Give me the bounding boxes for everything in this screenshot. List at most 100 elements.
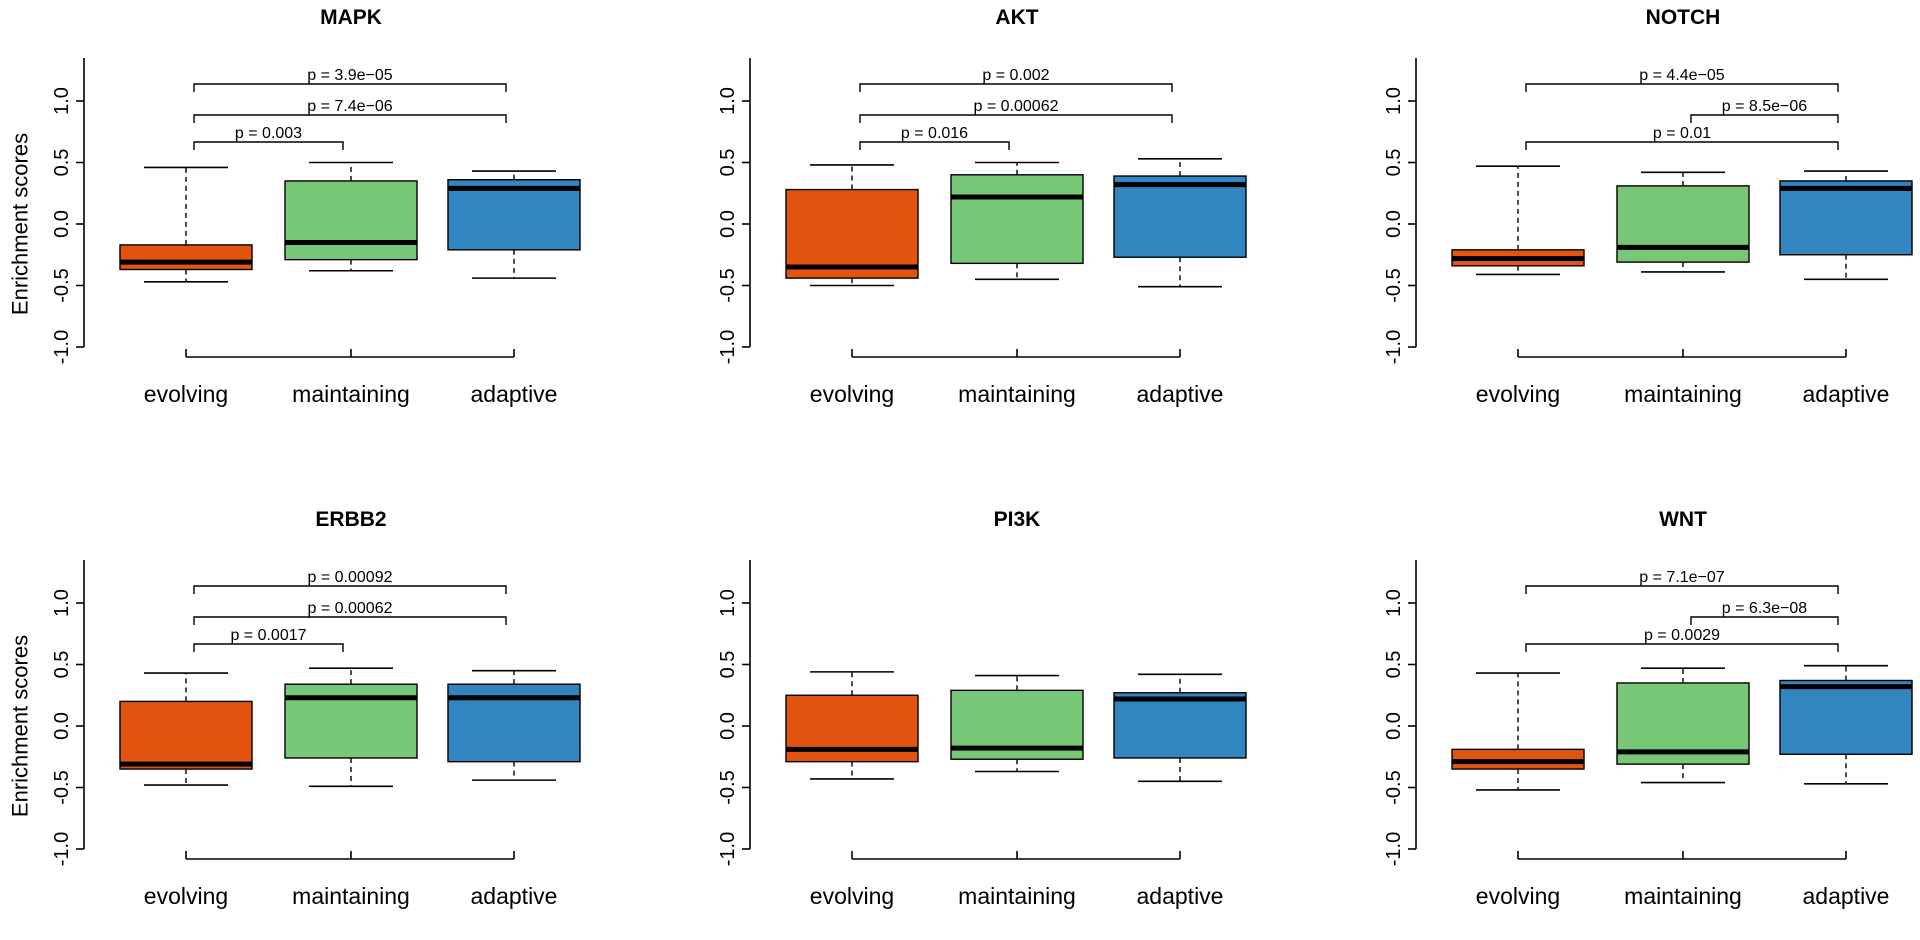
x-tick-label: evolving <box>1476 883 1560 909</box>
y-tick-label: 1.0 <box>51 87 73 115</box>
y-tick-label: -1.0 <box>1383 832 1405 866</box>
significance-bracket: p = 8.5e−06 <box>1690 98 1839 123</box>
box-evolving <box>119 672 253 786</box>
p-value-label: p = 0.00062 <box>308 600 393 617</box>
bracket-line <box>1525 585 1839 594</box>
chart-panel-mapk: MAPK -1.0 -0.5 0.0 0.5 1.0 Enrichment scores ev… <box>8 6 581 407</box>
x-tick-label: adaptive <box>1803 381 1890 407</box>
x-tick-label: maintaining <box>958 883 1076 909</box>
p-value-label: p = 0.016 <box>901 125 968 142</box>
box-adaptive <box>1779 664 1913 785</box>
x-tick-label: adaptive <box>1803 883 1890 909</box>
bracket-line <box>1525 83 1839 92</box>
x-tick-label: adaptive <box>1137 381 1224 407</box>
bracket-line <box>193 616 507 625</box>
bracket-line <box>1525 643 1839 652</box>
box-maintaining <box>284 667 418 788</box>
y-tick-label: 0.5 <box>51 651 73 679</box>
significance-bracket: p = 4.4e−05 <box>1525 67 1839 92</box>
x-tick-label: evolving <box>810 381 894 407</box>
p-value-label: p = 8.5e−06 <box>1722 98 1808 115</box>
y-tick-label: -0.5 <box>1383 770 1405 804</box>
p-value-label: p = 0.00092 <box>308 569 393 586</box>
significance-bracket: p = 0.0029 <box>1525 627 1839 652</box>
p-value-label: p = 7.1e−07 <box>1639 569 1725 586</box>
x-tick-label: adaptive <box>471 381 558 407</box>
y-axis-label: Enrichment scores <box>8 133 33 315</box>
bracket-line <box>859 114 1173 123</box>
significance-bracket: p = 0.00062 <box>193 600 507 625</box>
box-iqr <box>950 174 1084 265</box>
y-tick-label: 1.0 <box>1383 589 1405 617</box>
x-tick-label: evolving <box>810 883 894 909</box>
p-value-label: p = 0.00062 <box>974 98 1059 115</box>
p-value-label: p = 0.01 <box>1653 125 1711 142</box>
significance-bracket: p = 0.0017 <box>193 627 344 652</box>
y-tick-label: 0.0 <box>51 712 73 740</box>
y-tick-label: -1.0 <box>717 832 739 866</box>
box-adaptive <box>447 669 581 781</box>
panel-title: NOTCH <box>1646 6 1721 29</box>
box-adaptive <box>1113 158 1247 288</box>
panel-title: WNT <box>1659 508 1707 531</box>
x-tick-label: evolving <box>144 381 228 407</box>
box-maintaining <box>284 161 418 272</box>
significance-bracket: p = 3.9e−05 <box>193 67 507 92</box>
box-maintaining <box>950 674 1084 773</box>
bracket-line <box>859 83 1173 92</box>
y-tick-label: 1.0 <box>717 589 739 617</box>
y-tick-label: -0.5 <box>717 268 739 302</box>
box-evolving <box>785 164 919 287</box>
p-value-label: p = 0.0029 <box>1644 627 1720 644</box>
x-tick-label: maintaining <box>958 381 1076 407</box>
y-tick-label: 0.0 <box>717 210 739 238</box>
y-tick-label: 0.5 <box>717 149 739 177</box>
y-tick-label: -1.0 <box>717 330 739 364</box>
box-iqr <box>1779 180 1913 256</box>
bracket-line <box>1690 616 1839 625</box>
bracket-line <box>193 643 344 652</box>
box-iqr <box>1113 692 1247 759</box>
box-maintaining <box>950 161 1084 281</box>
y-tick-label: 0.0 <box>51 210 73 238</box>
p-value-label: p = 7.4e−06 <box>307 98 393 115</box>
p-value-label: p = 3.9e−05 <box>307 67 393 84</box>
y-tick-label: 0.5 <box>1383 651 1405 679</box>
y-tick-label: 1.0 <box>51 589 73 617</box>
y-tick-label: -0.5 <box>717 770 739 804</box>
box-iqr <box>447 179 581 251</box>
y-tick-label: 0.0 <box>717 712 739 740</box>
box-evolving <box>1451 672 1585 791</box>
box-evolving <box>119 166 253 283</box>
box-adaptive <box>1113 673 1247 783</box>
chart-panel-pi3k: PI3K -1.0 -0.5 0.0 0.5 1.0 evolving maintaining… <box>717 508 1247 909</box>
y-tick-label: -0.5 <box>51 770 73 804</box>
box-iqr <box>785 188 919 279</box>
panel-title: AKT <box>995 6 1038 29</box>
chart-panel-wnt: WNT -1.0 -0.5 0.0 0.5 1.0 evolving maintaining a… <box>1383 508 1913 909</box>
y-tick-label: 1.0 <box>717 87 739 115</box>
p-value-label: p = 0.0017 <box>230 627 306 644</box>
panel-title: MAPK <box>320 6 382 29</box>
significance-bracket: p = 0.003 <box>193 125 344 150</box>
x-tick-label: adaptive <box>1137 883 1224 909</box>
p-value-label: p = 4.4e−05 <box>1639 67 1725 84</box>
y-tick-label: 0.0 <box>1383 712 1405 740</box>
y-tick-label: -1.0 <box>1383 330 1405 364</box>
bracket-line <box>193 83 507 92</box>
chart-panel-erbb2: ERBB2 -1.0 -0.5 0.0 0.5 1.0 Enrichment scores e… <box>8 508 581 909</box>
x-tick-label: maintaining <box>292 381 410 407</box>
box-iqr <box>1779 679 1913 755</box>
box-evolving <box>1451 165 1585 276</box>
x-tick-label: evolving <box>1476 381 1560 407</box>
significance-bracket: p = 0.016 <box>859 125 1010 150</box>
bracket-line <box>1690 114 1839 123</box>
x-tick-label: maintaining <box>1624 883 1742 909</box>
y-tick-label: -0.5 <box>1383 268 1405 302</box>
y-tick-label: 0.5 <box>717 651 739 679</box>
x-tick-label: adaptive <box>471 883 558 909</box>
p-value-label: p = 0.003 <box>235 125 302 142</box>
significance-bracket: p = 6.3e−08 <box>1690 600 1839 625</box>
significance-bracket: p = 7.4e−06 <box>193 98 507 123</box>
